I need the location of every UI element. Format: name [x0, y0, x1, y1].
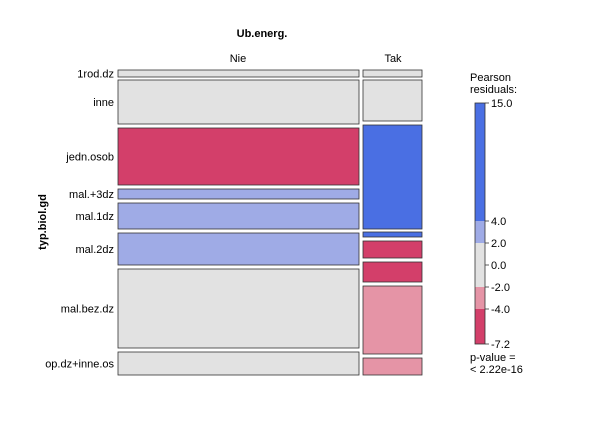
pvalue-line2: < 2.22e-16: [470, 364, 523, 376]
row-label-mal.1dz: mal.1dz: [75, 211, 114, 223]
tile-1rod.dz-nie: [117, 69, 360, 78]
pvalue-line1: p-value =: [470, 352, 516, 364]
tile-mal.+3dz-tak: [362, 231, 423, 238]
tile-mal.2dz-nie: [117, 232, 360, 266]
legend-bar-frame: [474, 102, 486, 345]
row-labels: 1rod.dz inne jedn.osob mal.+3dz mal.1dz mal.2…: [45, 69, 114, 371]
tile-jedn.osob-tak: [362, 124, 423, 230]
legend: Pearson residuals: 15.0 4.0 2.0 0.0 -2.0 -4.0…: [470, 72, 523, 376]
legend-tick-label: -4.0: [491, 304, 510, 316]
legend-band-strong-positive: [475, 103, 485, 221]
legend-band-neutral: [475, 243, 485, 287]
legend-title-line2: residuals:: [470, 84, 517, 96]
chart-title: Ub.energ.: [237, 28, 288, 40]
row-label-inne: inne: [93, 97, 114, 109]
legend-band-strong-negative: [475, 309, 485, 344]
tile-mal.2dz-tak: [362, 261, 423, 283]
tile-mal.bez.dz-nie: [117, 268, 360, 349]
tile-mal.1dz-nie: [117, 202, 360, 230]
tile-op.dz+inne.os-tak: [362, 357, 423, 376]
legend-band-negative: [475, 287, 485, 309]
tile-1rod.dz-tak: [362, 69, 423, 78]
tile-mal.+3dz-nie: [117, 188, 360, 200]
legend-color-bar: [474, 102, 486, 345]
legend-ticks: 15.0 4.0 2.0 0.0 -2.0 -4.0 -7.2: [485, 98, 512, 351]
row-label-mal.2dz: mal.2dz: [75, 244, 114, 256]
row-label-mal.+3dz: mal.+3dz: [69, 189, 114, 201]
tile-mal.1dz-tak: [362, 240, 423, 259]
tile-mal.bez.dz-tak: [362, 285, 423, 355]
row-label-op.dz+inne.os: op.dz+inne.os: [45, 359, 114, 371]
tile-jedn.osob-nie: [117, 127, 360, 186]
row-variable-label: typ.biol.gd: [37, 194, 49, 250]
column-label-nie: Nie: [230, 53, 247, 65]
legend-title-line1: Pearson: [470, 72, 511, 84]
row-label-1rod.dz: 1rod.dz: [77, 69, 114, 81]
tile-inne-nie: [117, 79, 360, 125]
legend-tick-label: -7.2: [491, 339, 510, 351]
row-label-mal.bez.dz: mal.bez.dz: [61, 304, 114, 316]
mosaic-tiles: [117, 69, 423, 376]
legend-tick-label: 2.0: [491, 238, 506, 250]
legend-tick-label: 15.0: [491, 98, 512, 110]
row-label-jedn.osob: jedn.osob: [65, 152, 114, 164]
column-label-tak: Tak: [384, 53, 402, 65]
legend-band-positive: [475, 221, 485, 243]
tile-inne-tak: [362, 79, 423, 122]
legend-tick-label: -2.0: [491, 282, 510, 294]
legend-tick-label: 0.0: [491, 260, 506, 272]
tile-op.dz+inne.os-nie: [117, 351, 360, 376]
legend-tick-label: 4.0: [491, 216, 506, 228]
